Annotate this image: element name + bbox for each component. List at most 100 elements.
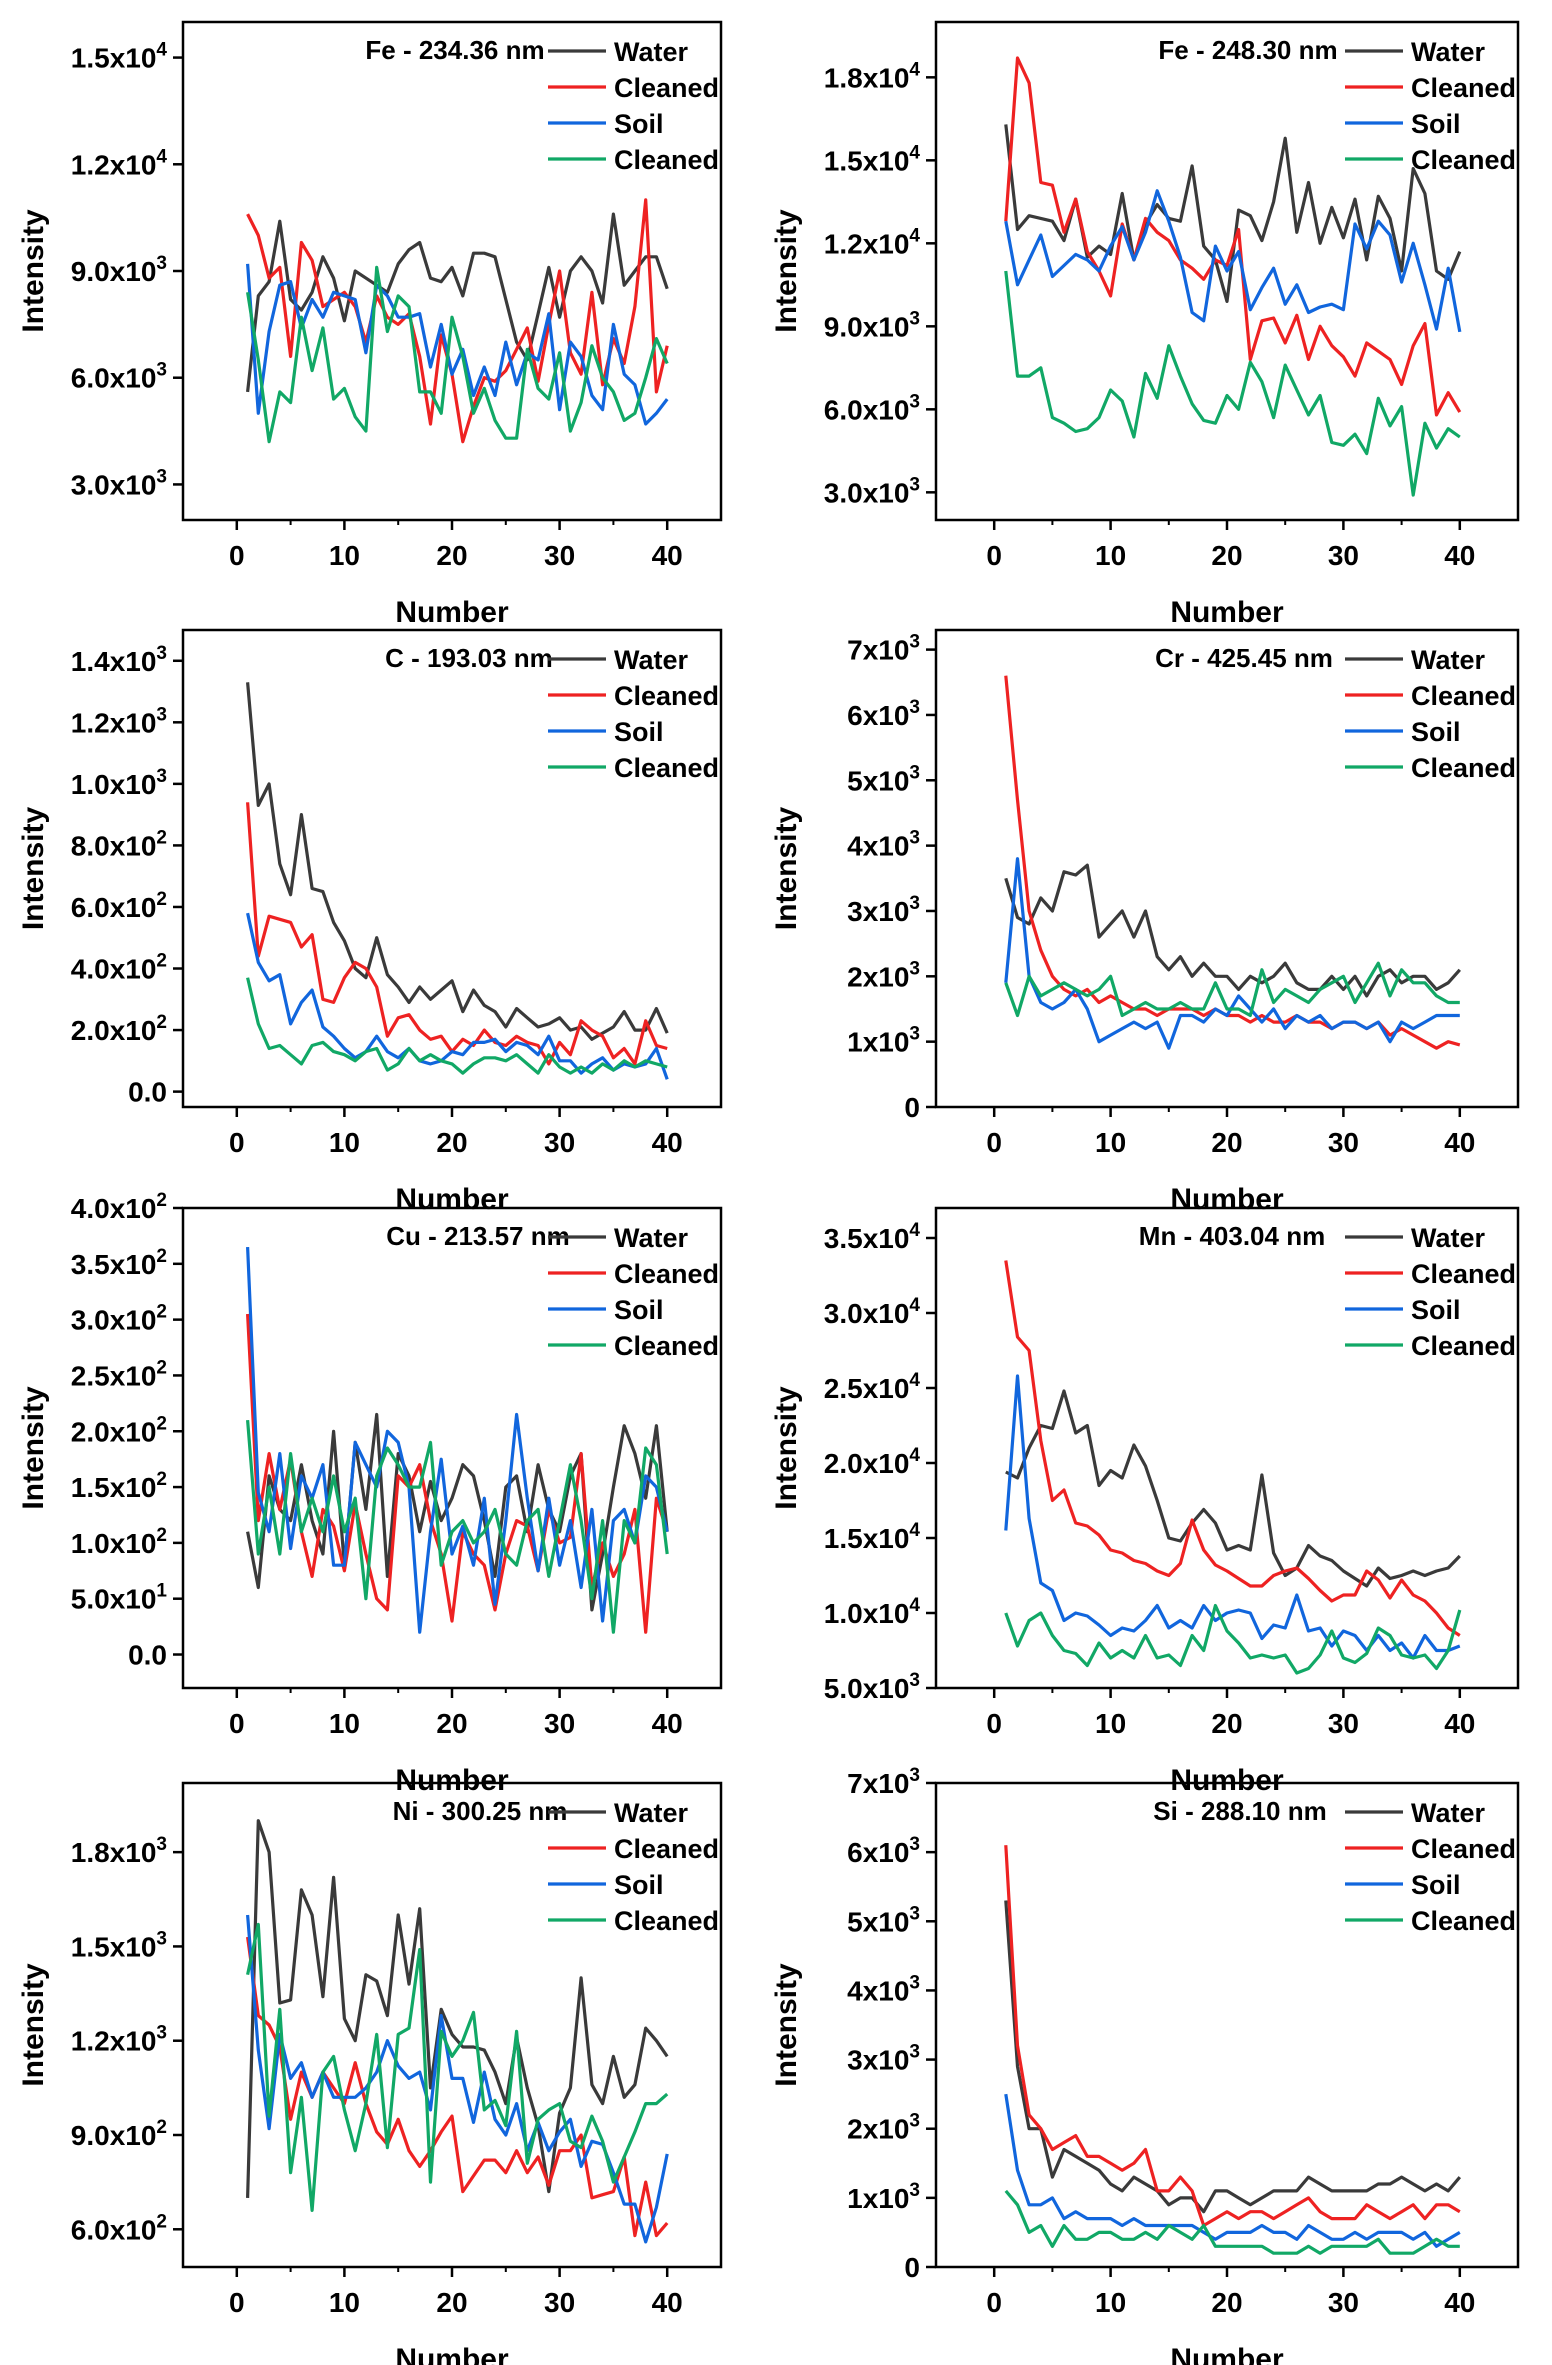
- x-axis-title: Number: [1170, 1183, 1284, 1216]
- series-line-water-1: [1004, 863, 1461, 998]
- y-tick-label: 1.5x104: [71, 40, 168, 74]
- y-tick-label: 7x103: [847, 632, 920, 666]
- x-tick-label: 40: [652, 1708, 683, 1739]
- y-tick-label: 1.5x104: [824, 1520, 921, 1554]
- series-line-cleaned-4: [1004, 1603, 1462, 1675]
- series-line-cleaned-4: [1004, 2189, 1460, 2255]
- series-line-soil-3: [1004, 2093, 1461, 2248]
- x-tick-label: 40: [1444, 540, 1475, 571]
- x-tick-label: 40: [652, 540, 683, 571]
- x-tick-label: 30: [1328, 540, 1359, 571]
- x-tick-label: 40: [1444, 2287, 1475, 2318]
- y-tick-label: 9.0x103: [824, 308, 920, 342]
- y-tick-label: 6.0x102: [71, 2211, 167, 2245]
- y-tick-label: 4.0x102: [71, 1190, 167, 1224]
- legend-label: Cleaned: [614, 681, 719, 711]
- y-axis-title: Intensity: [17, 1386, 50, 1510]
- series-line-soil-3: [1004, 857, 1460, 1050]
- x-tick-label: 20: [436, 540, 467, 571]
- legend-label: Cleaned: [1411, 1331, 1516, 1361]
- y-axis-title: Intensity: [770, 209, 803, 333]
- y-tick-label: 3.0x103: [824, 474, 920, 508]
- series-line-cleaned-4: [246, 977, 668, 1075]
- panel-title: Fe - 234.36 nm: [365, 35, 544, 65]
- series-line-water-1: [1004, 1900, 1462, 2214]
- y-tick-label: 3x103: [847, 893, 920, 927]
- series-line-cleaned-2: [246, 198, 669, 444]
- legend-label: Cleaned: [614, 753, 719, 783]
- legend-label: Water: [1411, 1223, 1486, 1253]
- y-tick-label: 0: [904, 1092, 920, 1123]
- legend-label: Water: [1411, 645, 1486, 675]
- panel-title: Ni - 300.25 nm: [393, 1796, 568, 1826]
- y-tick-label: 2.5x104: [824, 1370, 921, 1404]
- y-tick-label: 2x103: [847, 958, 920, 992]
- y-tick-label: 1.2x103: [71, 2023, 167, 2057]
- x-tick-label: 10: [1095, 1708, 1126, 1739]
- series-line-cleaned-4: [246, 265, 669, 444]
- legend-label: Cleaned: [1411, 1259, 1516, 1289]
- x-tick-label: 0: [986, 540, 1002, 571]
- series-line-cleaned-4: [1004, 961, 1460, 1018]
- y-tick-label: 1.2x104: [824, 225, 921, 259]
- series-line-cleaned-2: [246, 1313, 669, 1634]
- x-tick-label: 30: [1328, 1708, 1359, 1739]
- y-tick-label: 5x103: [847, 762, 920, 796]
- x-axis-title: Number: [395, 1183, 509, 1216]
- y-tick-label: 3.0x103: [71, 466, 167, 500]
- series-line-cleaned-2: [1004, 1260, 1461, 1637]
- series-line-cleaned-2: [1004, 56, 1462, 417]
- x-tick-label: 40: [1444, 1708, 1475, 1739]
- legend-label: Soil: [614, 109, 664, 139]
- x-tick-label: 0: [986, 2287, 1002, 2318]
- chart-panel-si-288-10-nm: 0 10 20 30 40 0 1x103 2x103 3x103 4x103 5x103 6x103…: [770, 1765, 1520, 2365]
- legend-label: Cleaned: [614, 145, 719, 175]
- series-line-water-1: [246, 1819, 669, 2198]
- y-tick-label: 1.5x103: [71, 1928, 167, 1962]
- y-tick-label: 1.2x103: [71, 704, 167, 738]
- x-tick-label: 0: [229, 2287, 245, 2318]
- x-tick-label: 0: [229, 1127, 245, 1158]
- y-axis-title: Intensity: [17, 1963, 50, 2087]
- y-axis-title: Intensity: [770, 807, 803, 931]
- x-tick-label: 20: [436, 2287, 467, 2318]
- panel-title: Si - 288.10 nm: [1153, 1796, 1326, 1826]
- y-tick-label: 1.8x104: [824, 59, 921, 93]
- series-line-soil-3: [1004, 1374, 1461, 1660]
- x-tick-label: 20: [1211, 1127, 1242, 1158]
- series-line-soil-3: [246, 912, 669, 1080]
- chart-panel-ni-300-25-nm: 0 10 20 30 40 6.0x102 9.0x102 1.2x103 1.5x103 1.8…: [17, 1781, 723, 2365]
- legend-label: Water: [1411, 37, 1486, 67]
- x-tick-label: 10: [329, 1708, 360, 1739]
- y-tick-label: 1.8x103: [71, 1834, 167, 1868]
- chart-panel-mn-403-04-nm: 0 10 20 30 40 5.0x103 1.0x104 1.5x104 2.0x104 2.5…: [770, 1206, 1520, 1797]
- series-line-soil-3: [246, 1914, 669, 2244]
- x-axis-title: Number: [395, 596, 509, 629]
- series-line-cleaned-4: [1004, 270, 1461, 497]
- x-tick-label: 30: [1328, 1127, 1359, 1158]
- chart-panel-cr-425-45-nm: 0 10 20 30 40 0 1x103 2x103 3x103 4x103 5x103 6x103…: [770, 628, 1520, 1216]
- y-tick-label: 6.0x103: [71, 360, 167, 394]
- chart-panel-fe-248-30-nm: 0 10 20 30 40 3.0x103 6.0x103 9.0x103 1.2x104 1.5…: [770, 20, 1520, 629]
- legend-label: Cleaned: [1411, 681, 1516, 711]
- x-tick-label: 10: [329, 540, 360, 571]
- legend-label: Soil: [1411, 717, 1461, 747]
- legend-label: Water: [614, 1223, 689, 1253]
- x-tick-label: 0: [986, 1708, 1002, 1739]
- y-tick-label: 3.5x102: [71, 1246, 167, 1280]
- legend-label: Soil: [1411, 1295, 1461, 1325]
- x-tick-label: 20: [1211, 2287, 1242, 2318]
- y-tick-label: 0.0: [128, 1640, 167, 1671]
- legend-label: Cleaned: [1411, 1906, 1516, 1936]
- x-tick-label: 30: [544, 2287, 575, 2318]
- y-tick-label: 3.0x104: [824, 1295, 921, 1329]
- y-tick-label: 1.2x104: [71, 146, 168, 180]
- y-tick-label: 3.5x104: [824, 1220, 921, 1254]
- x-axis-title: Number: [1170, 596, 1284, 629]
- y-tick-label: 8.0x102: [71, 827, 167, 861]
- series-line-soil-3: [1004, 189, 1462, 333]
- x-tick-label: 0: [986, 1127, 1002, 1158]
- y-tick-label: 2x103: [847, 2111, 920, 2145]
- chart-panel-c-193-03-nm: 0 10 20 30 40 0.0 2.0x102 4.0x102 6.0x102 8.0x102…: [17, 628, 723, 1216]
- x-axis-title: Number: [395, 2343, 509, 2365]
